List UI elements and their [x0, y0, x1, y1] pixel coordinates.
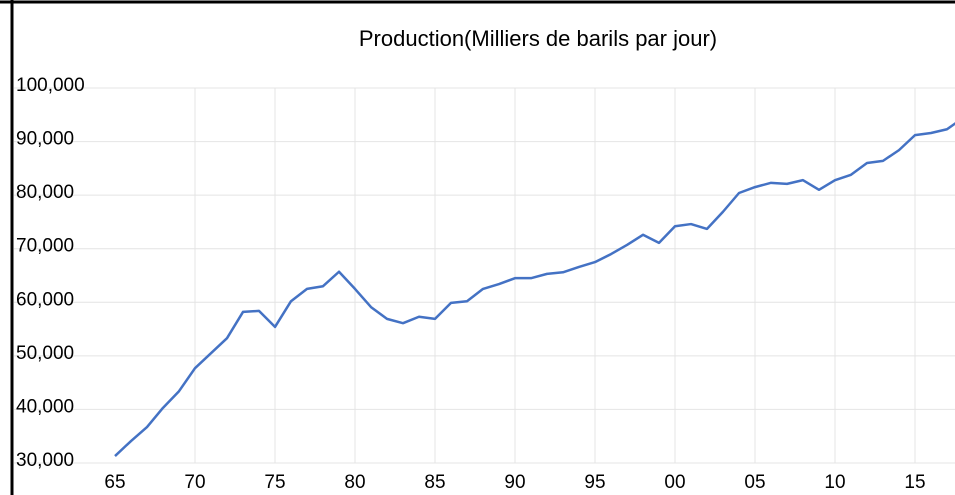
- y-tick-label: 50,000: [16, 343, 74, 364]
- x-tick-label: 75: [264, 472, 285, 493]
- y-tick-label: 70,000: [16, 236, 74, 257]
- plot-area: [14, 87, 955, 464]
- chart-title: Production(Milliers de barils par jour): [359, 26, 717, 51]
- x-tick-label: 00: [664, 472, 685, 493]
- y-tick-label: 90,000: [16, 129, 74, 150]
- x-tick-label: 65: [104, 472, 125, 493]
- line-series: [114, 122, 955, 457]
- x-tick-label: 15: [904, 472, 925, 493]
- x-tick-label: 80: [344, 472, 365, 493]
- y-tick-label: 100,000: [16, 75, 85, 96]
- y-tick-label: 80,000: [16, 182, 74, 203]
- y-tick-label: 30,000: [16, 450, 74, 471]
- x-tick-label: 05: [744, 472, 765, 493]
- x-tick-label: 85: [424, 472, 445, 493]
- x-tick-label: 10: [824, 472, 845, 493]
- y-tick-label: 40,000: [16, 396, 74, 417]
- y-tick-label: 60,000: [16, 289, 74, 310]
- x-tick-label: 90: [504, 472, 525, 493]
- x-tick-label: 95: [584, 472, 605, 493]
- x-tick-label: 70: [184, 472, 205, 493]
